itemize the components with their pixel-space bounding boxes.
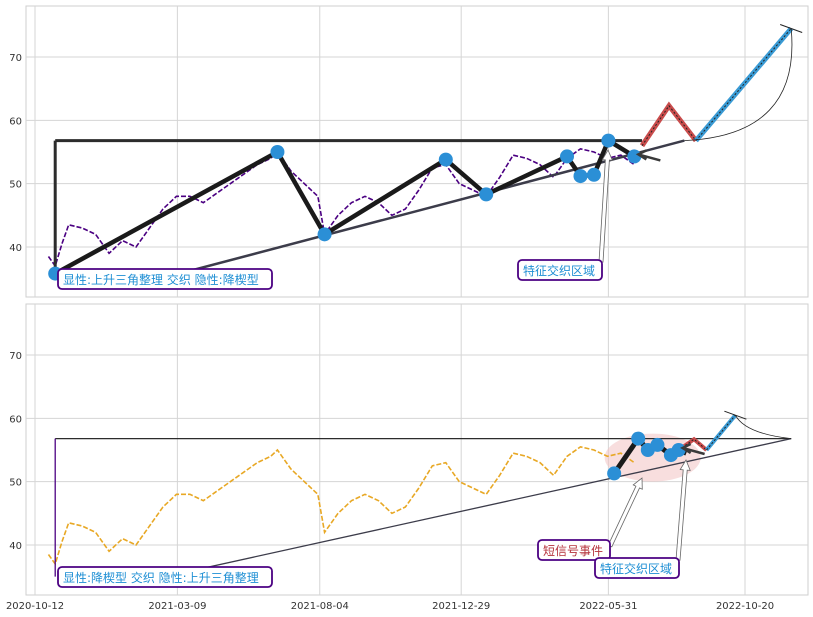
annotation-text: 短信号事件: [543, 544, 603, 558]
plot-frame: [25, 5, 809, 298]
top-panel: 40 50 60 70 显性:上升三角整理 交织 隐性:降楔型 特征交织区域: [9, 5, 809, 298]
pattern-line-zigzag: [54, 138, 636, 276]
x-tick-label: 2021-08-04: [291, 601, 349, 612]
pivot-marker: [586, 167, 601, 182]
y-tick-label: 40: [9, 243, 22, 254]
price-series: [47, 445, 635, 566]
x-tick-label: 2020-10-12: [6, 601, 64, 612]
annotation-box: [57, 566, 273, 588]
pivot-marker: [607, 466, 622, 481]
projection-blue-core: [695, 28, 792, 141]
pivot-marker: [560, 149, 575, 164]
pattern-line-support: [135, 437, 792, 584]
y-tick-label: 60: [9, 116, 22, 127]
x-tick-label: 2021-12-29: [432, 601, 490, 612]
pattern-line-support: [135, 139, 685, 287]
y-tick-label: 50: [9, 180, 22, 191]
target-cap: [724, 410, 747, 420]
pivot-marker: [438, 152, 453, 167]
annotation-box: [537, 539, 611, 561]
y-tick-label: 50: [9, 478, 22, 489]
annotation-box: [594, 557, 680, 579]
annotation-box: [517, 259, 603, 281]
breakout-arrow: [680, 442, 705, 456]
pivot-marker: [601, 133, 616, 148]
breakout-arrow: [635, 149, 661, 162]
pivot-marker: [627, 149, 642, 164]
annotation-text: 显性:上升三角整理 交织 隐性:降楔型: [63, 272, 259, 287]
pivot-marker: [573, 169, 588, 184]
x-tick-label: 2021-03-09: [148, 601, 206, 612]
callout-arrow: [607, 477, 643, 548]
target-arc: [735, 414, 792, 439]
x-axis: 2020-10-12 2021-03-09 2021-08-04 2021-12-29…: [6, 601, 774, 612]
pivot-marker: [671, 443, 686, 457]
y-tick-label: 70: [9, 53, 22, 64]
y-tick-label: 40: [9, 541, 22, 552]
x-tick-label: 2022-10-20: [716, 601, 774, 612]
projection-red-core: [641, 104, 697, 146]
pivot-marker: [479, 187, 494, 202]
x-tick-label: 2022-05-31: [579, 601, 637, 612]
projection-red-core: [678, 438, 707, 451]
pivot-marker: [650, 437, 665, 452]
plot-area: [47, 410, 792, 584]
pivot-marker: [317, 227, 332, 242]
annotation-box: [57, 268, 273, 290]
annotation-text: 特征交织区域: [523, 263, 595, 278]
target-cap: [780, 24, 803, 33]
pivot-marker: [270, 145, 285, 159]
plot-area: [47, 24, 803, 287]
pivot-marker: [631, 431, 646, 446]
y-tick-label: 70: [9, 351, 22, 362]
y-tick-label: 60: [9, 414, 22, 425]
target-arc: [684, 28, 793, 141]
callout-arrow: [675, 459, 691, 561]
projection-blue-core: [706, 414, 736, 451]
callout-arrow: [598, 149, 613, 263]
annotation-text: 显性:降楔型 交织 隐性:上升三角整理: [63, 570, 259, 585]
annotation-text: 特征交织区域: [600, 561, 672, 576]
